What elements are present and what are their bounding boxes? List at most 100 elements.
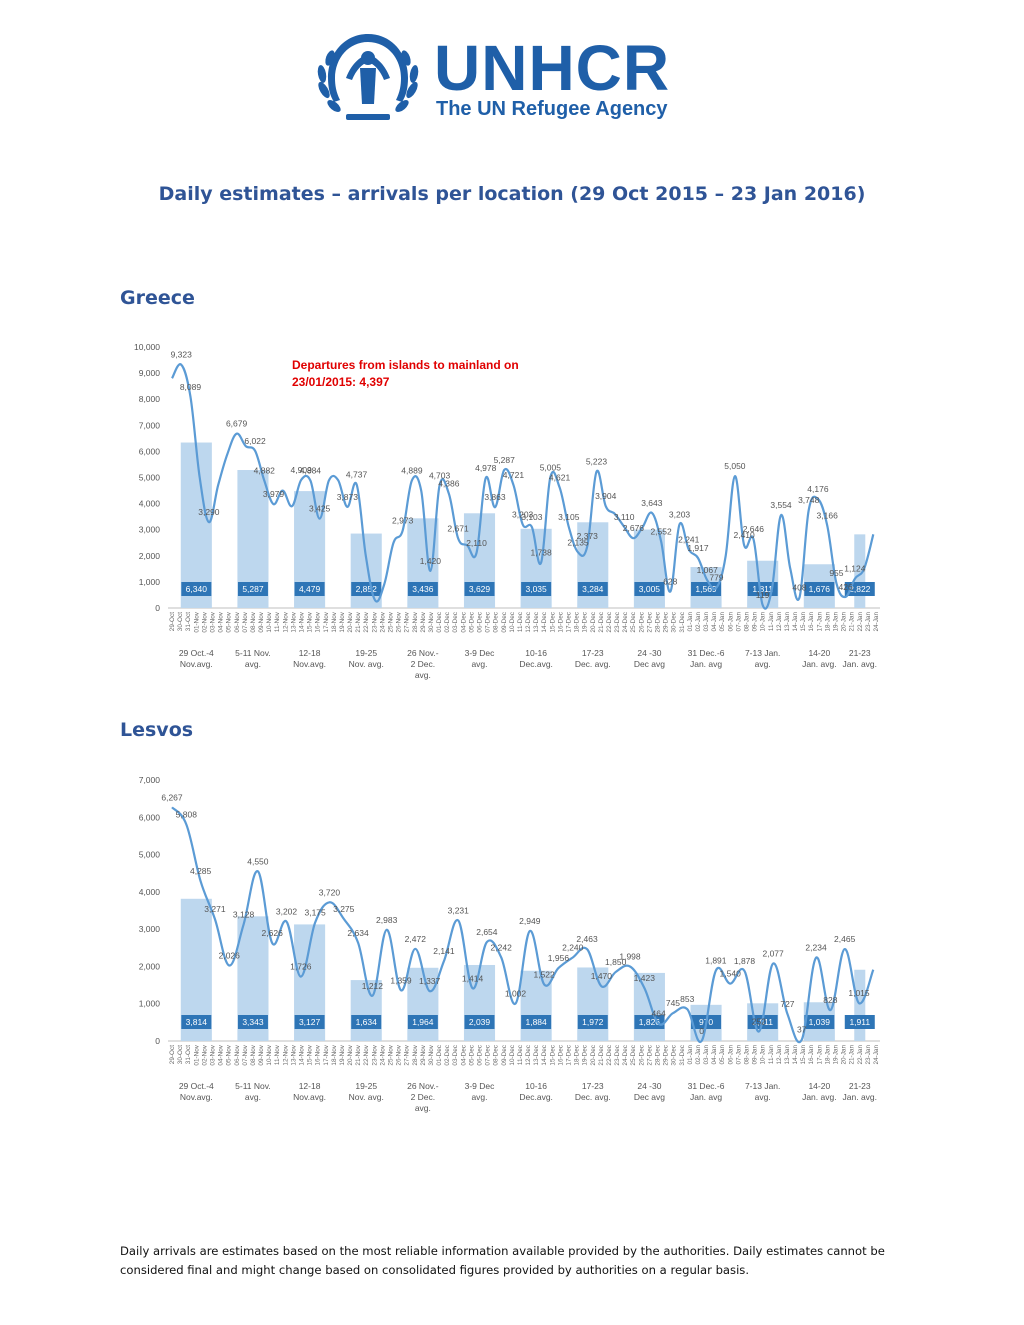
daily-value-label: 1,956 [548, 953, 570, 963]
week-group-label: 5-11 Nov. [235, 1081, 271, 1091]
week-group-label: Jan. avg. [802, 1092, 837, 1102]
week-group-label: 12-18 [299, 648, 321, 658]
daily-value-label: 3,863 [484, 492, 506, 502]
date-tick-label: 19-Dec [582, 611, 589, 632]
weekly-avg-label-box [407, 1015, 438, 1029]
date-tick-label: 03-Nov [210, 611, 217, 632]
week-group-label: Jan. avg. [843, 1092, 878, 1102]
weekly-avg-label: 3,035 [525, 584, 547, 594]
daily-value-label: 1,878 [734, 956, 756, 966]
daily-value-label: 37 [797, 1025, 807, 1035]
date-tick-label: 21-Jan [849, 1045, 856, 1065]
date-tick-label: 23-Jan [865, 1045, 872, 1065]
date-tick-label: 22-Dec [606, 611, 613, 632]
weekly-avg-label: 1,964 [412, 1017, 434, 1027]
date-tick-label: 20-Jan [841, 1045, 848, 1065]
daily-value-label: 1,522 [533, 969, 555, 979]
daily-value-label: 3,748 [798, 495, 820, 505]
date-tick-label: 25-Dec [630, 1044, 637, 1065]
daily-value-label: 2,234 [805, 943, 827, 953]
daily-value-label: 3,110 [614, 512, 635, 522]
week-group-label: Nov.avg. [293, 1092, 326, 1102]
date-tick-label: 16-Dec [557, 611, 564, 632]
weekly-avg-label: 5,287 [242, 584, 264, 594]
date-tick-label: 26-Dec [638, 1044, 645, 1065]
daily-value-label: 5,287 [494, 455, 516, 465]
date-tick-label: 30-Nov [428, 1044, 435, 1065]
date-tick-label: 21-Dec [598, 611, 605, 632]
y-tick-label: 8,000 [139, 394, 161, 404]
org-subtitle: The UN Refugee Agency [436, 98, 668, 120]
date-tick-label: 29-Nov [420, 1044, 427, 1065]
weekly-avg-label: 3,436 [412, 584, 434, 594]
date-tick-label: 22-Nov [363, 611, 370, 632]
week-group-label: Dec avg [634, 1092, 665, 1102]
daily-value-label: 1,470 [591, 971, 613, 981]
date-tick-label: 10-Dec [509, 1044, 516, 1065]
date-tick-label: 08-Nov [250, 611, 257, 632]
daily-value-label: 628 [663, 577, 677, 587]
y-tick-label: 4,000 [139, 499, 161, 509]
date-tick-label: 06-Jan [727, 612, 734, 632]
page-title: Daily estimates – arrivals per location … [158, 183, 866, 205]
daily-value-label: 6,679 [226, 419, 248, 429]
date-tick-label: 26-Dec [638, 611, 645, 632]
weekly-avg-label-box [181, 582, 212, 596]
weekly-avg-label-box [294, 582, 325, 596]
greece-chart: 0 1,000 2,000 3,000 4,000 5,000 6,000 7,000 8,00… [134, 342, 880, 680]
date-tick-label: 13-Jan [784, 1045, 791, 1065]
daily-value-label: 3,105 [558, 512, 580, 522]
daily-value-label: 1,540 [720, 969, 742, 979]
date-tick-label: 26-Nov [396, 611, 403, 632]
date-tick-label: 29-Nov [420, 611, 427, 632]
weekly-avg-label: 1,676 [809, 584, 831, 594]
daily-value-label: 2,973 [392, 515, 414, 525]
date-tick-label: 01-Jan [687, 612, 694, 632]
date-tick-label: 13-Dec [533, 1044, 540, 1065]
week-group-label: 14-20 [808, 1081, 830, 1091]
date-tick-label: 23-Nov [371, 611, 378, 632]
date-tick-label: 23-Dec [614, 1044, 621, 1065]
week-group-label: Nov. avg. [349, 1092, 384, 1102]
weekly-avg-label: 1,826 [639, 1017, 661, 1027]
date-tick-label: 27-Nov [404, 1044, 411, 1065]
weekly-avg-label: 3,343 [242, 1017, 264, 1027]
date-tick-label: 06-Dec [477, 1044, 484, 1065]
week-group-label: 3-9 Dec [465, 648, 496, 658]
org-name: UNHCR [434, 32, 671, 104]
date-tick-label: 03-Nov [210, 1044, 217, 1065]
weekly-avg-bar [350, 980, 382, 1041]
daily-value-label: 1,420 [420, 556, 442, 566]
date-tick-label: 17-Dec [566, 1044, 573, 1065]
date-tick-label: 03-Jan [703, 612, 710, 632]
weekly-avg-label-box [577, 1015, 608, 1029]
y-tick-label: 5,000 [139, 473, 161, 483]
daily-value-label: 4,550 [247, 856, 269, 866]
daily-value-label: 0 [699, 1026, 704, 1036]
date-tick-label: 04-Jan [711, 612, 718, 632]
daily-value-label: 3,166 [817, 510, 839, 520]
weekly-avg-label: 2,822 [849, 584, 871, 594]
daily-value-label: 2,141 [433, 946, 455, 956]
week-group-label: Dec. avg. [575, 659, 611, 669]
daily-value-label: 745 [666, 998, 680, 1008]
date-tick-label: 08-Jan [744, 1045, 751, 1065]
daily-value-label: 5,005 [540, 462, 562, 472]
week-group-label: 21-23 [849, 1081, 871, 1091]
date-tick-label: 03-Jan [703, 1045, 710, 1065]
date-tick-label: 15-Dec [549, 611, 556, 632]
weekly-avg-label: 1,972 [582, 1017, 604, 1027]
daily-value-label: 2,676 [623, 523, 645, 533]
date-tick-label: 16-Jan [808, 1045, 815, 1065]
daily-value-label: 3,720 [319, 887, 341, 897]
date-tick-label: 10-Nov [266, 611, 273, 632]
weekly-avg-label: 2,039 [469, 1017, 491, 1027]
daily-value-label: 3,290 [198, 507, 220, 517]
date-tick-label: 07-Jan [735, 612, 742, 632]
date-tick-label: 09-Nov [258, 1044, 265, 1065]
daily-value-label: 3,425 [309, 504, 331, 514]
date-tick-label: 12-Dec [525, 611, 532, 632]
y-tick-label: 3,000 [139, 525, 161, 535]
date-tick-label: 02-Jan [695, 612, 702, 632]
date-tick-label: 19-Nov [339, 611, 346, 632]
